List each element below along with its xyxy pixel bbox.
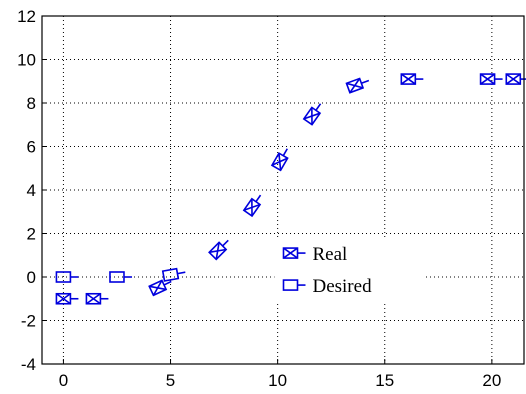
legend-symbol — [282, 247, 306, 259]
y-tick-label: 0 — [27, 268, 36, 287]
data-point — [479, 73, 503, 85]
x-tick-label: 10 — [268, 371, 287, 390]
data-point — [55, 271, 79, 283]
tick-labels: 0 5 10 15 20 -4 -2 0 2 4 6 8 10 12 — [17, 7, 501, 390]
x-tick-label: 0 — [59, 371, 68, 390]
data-point — [161, 267, 186, 282]
data-point — [85, 292, 109, 305]
data-series — [55, 73, 526, 305]
series-desired — [55, 267, 186, 283]
y-tick-label: 10 — [17, 51, 36, 70]
y-tick-label: -4 — [21, 355, 36, 374]
data-point — [400, 73, 424, 85]
data-point — [55, 292, 79, 305]
data-point — [270, 148, 289, 172]
x-tick-label: 5 — [166, 371, 175, 390]
x-tick-label: 15 — [375, 371, 394, 390]
data-point — [109, 271, 132, 283]
data-point — [242, 194, 262, 218]
data-point — [302, 103, 322, 126]
data-point — [345, 77, 370, 94]
y-tick-label: 2 — [27, 225, 36, 244]
x-tick-label: 20 — [482, 371, 501, 390]
legend-symbol — [282, 279, 306, 291]
y-tick-label: -2 — [21, 312, 36, 331]
data-point — [505, 73, 526, 85]
legend: Real Desired — [274, 237, 425, 302]
y-tick-label: 8 — [27, 94, 36, 113]
y-tick-label: 4 — [27, 181, 36, 200]
grid — [42, 15, 524, 365]
y-tick-label: 12 — [17, 7, 36, 26]
data-point — [148, 279, 172, 297]
data-point — [208, 239, 229, 261]
legend-label-desired: Desired — [312, 276, 372, 297]
legend-label-real: Real — [312, 244, 347, 265]
series-real — [55, 73, 526, 305]
y-tick-label: 6 — [27, 138, 36, 157]
legend-background — [274, 237, 425, 302]
legend-marker-desired — [282, 279, 306, 291]
plot-frame — [41, 15, 525, 365]
legend-marker-real — [282, 247, 306, 259]
